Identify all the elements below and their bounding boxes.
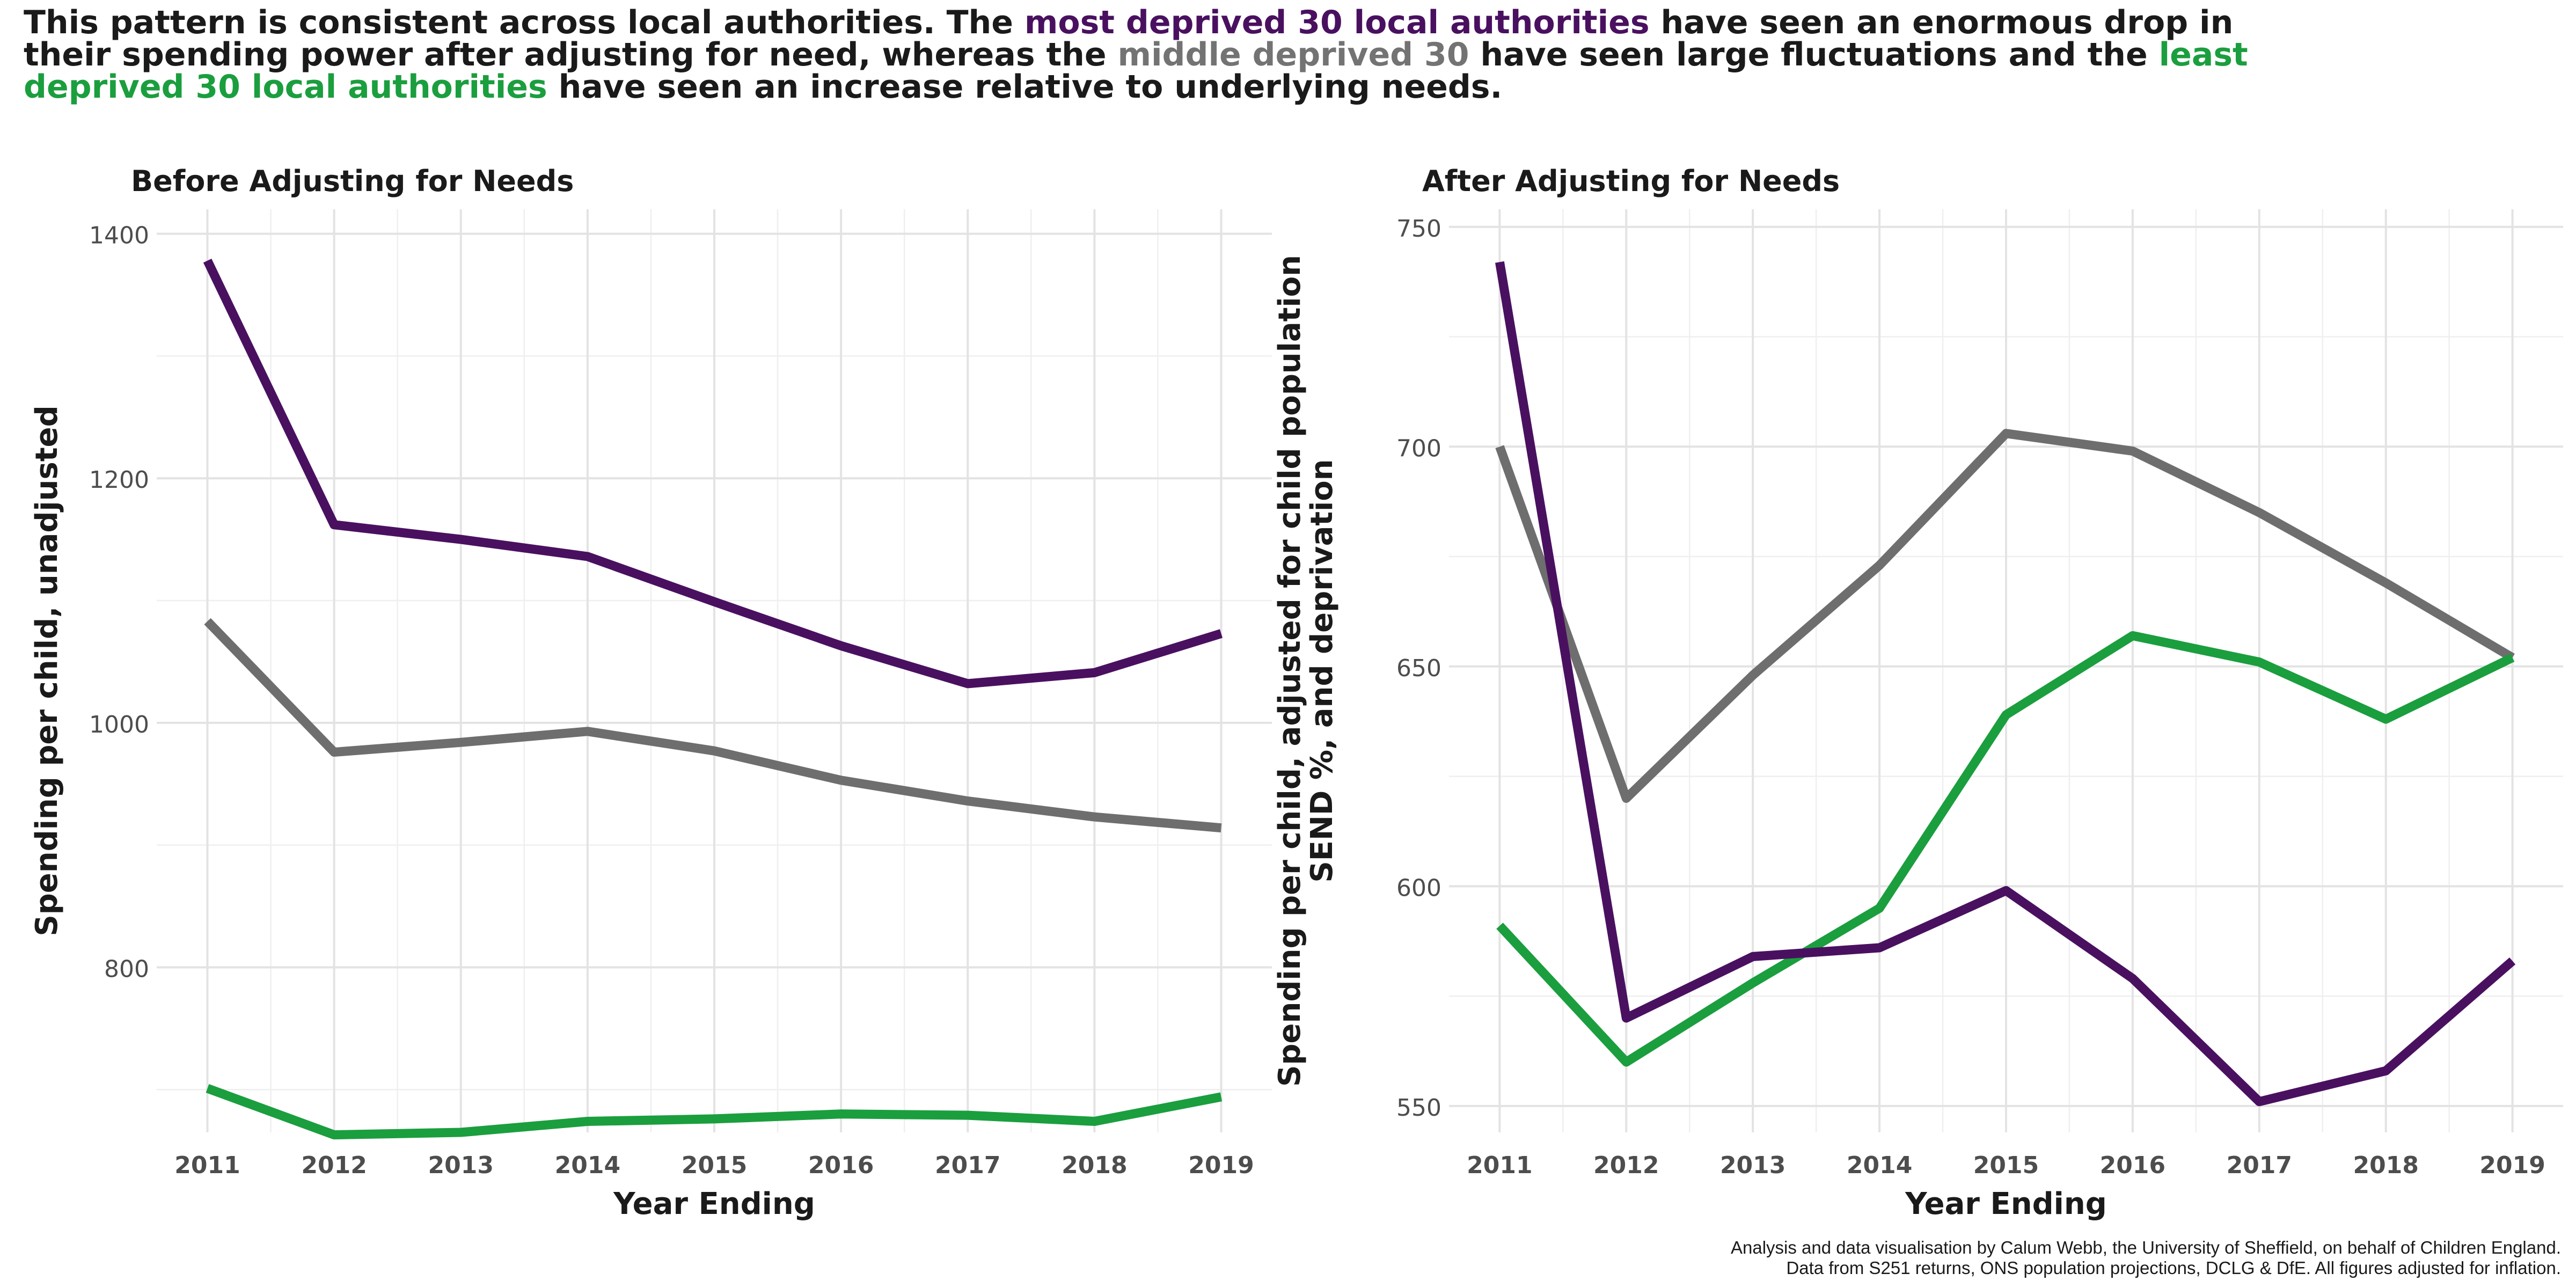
x-tick-label: 2015 (1973, 1152, 2039, 1179)
series-line-least (1496, 631, 2515, 1067)
y-axis-label: Spending per child, unadjusted (30, 405, 64, 936)
headline-part-4: have seen an increase relative to underl… (547, 68, 1503, 106)
y-tick-label: 750 (1396, 215, 1441, 243)
x-tick-label: 2018 (2353, 1152, 2418, 1179)
x-tick-label: 2012 (1593, 1152, 1659, 1179)
y-tick-label: 1400 (89, 222, 149, 250)
y-tick-label: 700 (1396, 435, 1441, 462)
x-tick-label: 2013 (1720, 1152, 1785, 1179)
y-axis-label-line: Spending per child, unadjusted (30, 405, 64, 936)
x-tick-label: 2011 (174, 1152, 240, 1179)
series-line-most (1495, 261, 2516, 1107)
panel-title: Before Adjusting for Needs (131, 164, 574, 198)
x-tick-label: 2012 (301, 1152, 367, 1179)
x-tick-label: 2014 (1847, 1152, 1912, 1179)
y-tick-label: 800 (104, 955, 149, 983)
panel-before-adjusting: Before Adjusting for Needs 2011 2012 2013 20… (30, 164, 1272, 1221)
headline: This pattern is consistent across local … (24, 6, 2331, 103)
series-line-middle (1495, 429, 2515, 803)
y-tick-label: 550 (1396, 1094, 1441, 1122)
headline-middle-deprived: middle deprived 30 (1117, 36, 1469, 74)
x-tick-label: 2015 (682, 1152, 747, 1179)
x-axis-label: Year Ending (613, 1187, 815, 1221)
y-axis-label-line: SEND %, and deprivation (1305, 459, 1340, 882)
y-tick-label: 600 (1396, 874, 1441, 902)
y-tick-label: 1200 (89, 466, 149, 494)
headline-most-deprived: most deprived 30 local authorities (1024, 4, 1650, 41)
y-axis-label: Spending per child, adjusted for child p… (1272, 255, 1340, 1087)
y-tick-label: 1000 (89, 711, 149, 738)
headline-least-deprived: least deprived 30 local authorities (24, 36, 2248, 106)
x-tick-label: 2014 (555, 1152, 620, 1179)
x-tick-label: 2016 (808, 1152, 874, 1179)
caption: Analysis and data visualisation by Calum… (1731, 1238, 2561, 1278)
series-line-most (203, 259, 1223, 689)
x-tick-label: 2011 (1467, 1152, 1532, 1179)
x-tick-label: 2016 (2100, 1152, 2165, 1179)
series-line-middle (204, 618, 1222, 833)
headline-part-2: have seen an enormous drop in their spen… (24, 4, 2234, 74)
x-tick-label: 2017 (935, 1152, 1000, 1179)
series-line-least (206, 1084, 1223, 1140)
panel-title: After Adjusting for Needs (1422, 164, 1840, 198)
headline-part-3: have seen large fluctuations and the (1469, 36, 2159, 74)
x-tick-label: 2017 (2227, 1152, 2292, 1179)
panel-after-adjusting: After Adjusting for Needs 2011 2012 2013 201… (1272, 164, 2563, 1221)
headline-part-1: This pattern is consistent across local … (24, 4, 1024, 41)
y-axis-label-line: Spending per child, adjusted for child p… (1272, 255, 1307, 1087)
y-tick-label: 650 (1396, 655, 1441, 682)
x-axis-label: Year Ending (1905, 1187, 2107, 1221)
x-tick-label: 2019 (1188, 1152, 1254, 1179)
x-tick-label: 2019 (2479, 1152, 2545, 1179)
caption-line-2: Data from S251 returns, ONS population p… (1786, 1258, 2561, 1278)
x-tick-label: 2018 (1062, 1152, 1127, 1179)
x-tick-label: 2013 (428, 1152, 493, 1179)
caption-line-1: Analysis and data visualisation by Calum… (1730, 1238, 2561, 1257)
